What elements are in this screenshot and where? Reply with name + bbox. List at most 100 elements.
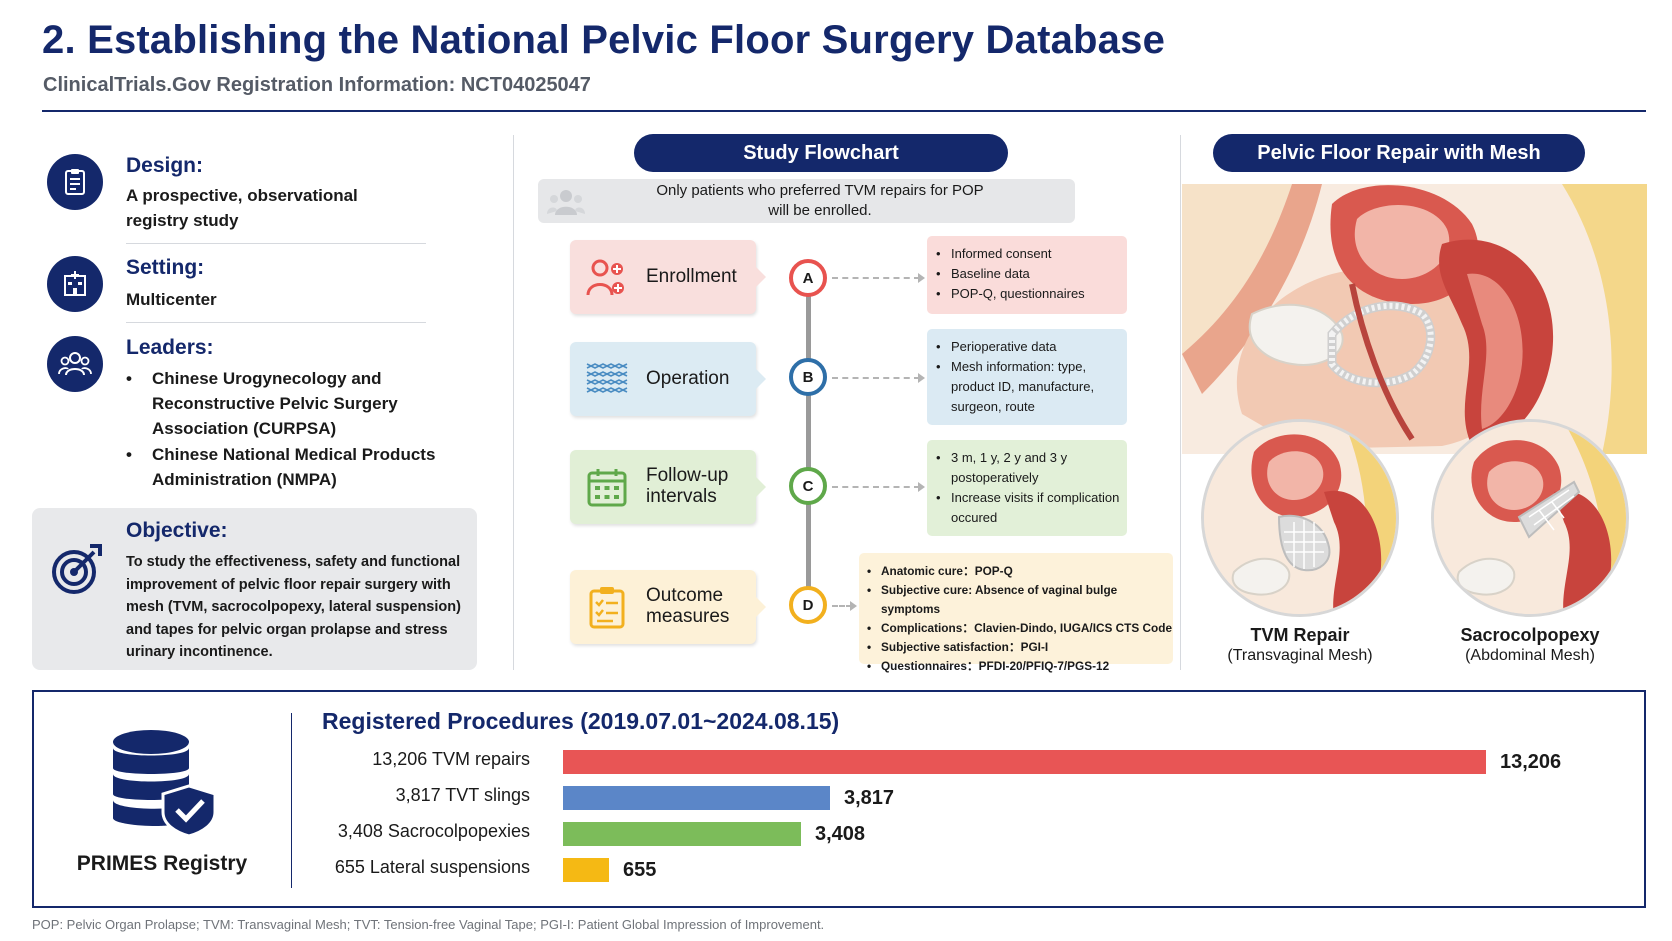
bar-category-label: 13,206 TVM repairs (372, 749, 530, 769)
step-label: Outcome measures (646, 585, 729, 627)
detail-item: Subjective cure: Absence of vaginal bulg… (859, 581, 1173, 619)
dashed-connector (832, 486, 920, 488)
objective-line: urinary incontinence. (126, 644, 273, 661)
people-group-icon (47, 336, 103, 392)
checklist-icon (584, 584, 630, 630)
detail-item: Subjective satisfaction：PGI-I (859, 638, 1173, 657)
detail-item: Complications：Clavien-Dindo, IUGA/ICS CT… (859, 619, 1173, 638)
bar-tvm (563, 750, 1486, 774)
person-add-icon (584, 254, 630, 300)
step-arrow (756, 477, 766, 497)
sacrocolpopexy-caption: Sacrocolpopexy (1460, 625, 1600, 645)
objective-heading: Objective: (126, 519, 228, 542)
registration-info: ClinicalTrials.Gov Registration Informat… (43, 74, 591, 96)
design-text-line2: registry study (126, 211, 239, 230)
leader-line: Chinese National Medical Products (152, 445, 436, 464)
patients-icon (547, 187, 585, 222)
clipboard-icon (47, 154, 103, 210)
detail-item: Increase visits if complication occured (927, 488, 1127, 528)
leader-line: Administration (NMPA) (152, 470, 337, 489)
flowchart-title: Study Flowchart (634, 134, 1008, 172)
tvm-subcaption: (Transvaginal Mesh) (1227, 647, 1373, 664)
setting-text: Multicenter (126, 290, 217, 309)
detail-item: Baseline data (927, 264, 1127, 284)
detail-item: POP-Q, questionnaires (927, 284, 1127, 304)
step-label-line: measures (646, 606, 730, 627)
connector-arrow (918, 273, 925, 283)
step-arrow (756, 597, 766, 617)
detail-line: product ID, manufacture, (951, 379, 1095, 394)
connector-arrow (918, 482, 925, 492)
calendar-icon (584, 464, 630, 510)
detail-line: Mesh information: type, (951, 359, 1087, 374)
note-line: Only patients who preferred TVM repairs … (656, 182, 984, 199)
left-divider (126, 243, 426, 244)
title-divider (42, 110, 1646, 112)
bar-sacrocolpopexy (563, 822, 801, 846)
objective-line: improvement of pelvic floor repair surge… (126, 576, 451, 593)
bar-tvt (563, 786, 830, 810)
footnote: POP: Pelvic Organ Prolapse; TVM: Transva… (32, 917, 825, 932)
step-outcome: Outcome measures (570, 570, 756, 644)
outcome-details: Anatomic cure：POP-Q Subjective cure: Abs… (859, 553, 1173, 676)
node-a: A (789, 259, 827, 297)
bar-category-label: 3,817 TVT slings (395, 785, 530, 805)
connector-arrow (850, 601, 857, 611)
detail-item: Mesh information: type, product ID, manuf… (927, 357, 1127, 417)
detail-item: 3 m, 1 y, 2 y and 3 y postoperatively (927, 448, 1127, 488)
bar-value-label: 655 (623, 859, 657, 881)
node-d: D (789, 586, 827, 624)
step-arrow (756, 267, 766, 287)
setting-heading: Setting: (126, 256, 205, 279)
detail-item: Anatomic cure：POP-Q (859, 562, 1173, 581)
bar-value-label: 13,206 (1500, 751, 1562, 773)
operation-details: Perioperative data Mesh information: typ… (927, 329, 1127, 425)
step-label: Enrollment (646, 266, 737, 287)
leader-line: Reconstructive Pelvic Surgery (152, 394, 398, 413)
dashed-connector (832, 277, 920, 279)
objective-text: To study the effectiveness, safety and f… (126, 551, 466, 664)
leader-line: Chinese Urogynecology and (152, 369, 382, 388)
detail-line: Increase visits if complication (951, 490, 1120, 505)
detail-item: Informed consent (927, 244, 1127, 264)
database-shield-icon (111, 728, 219, 841)
bar-lateral-suspension (563, 858, 609, 882)
node-c: C (789, 467, 827, 505)
registry-divider (291, 713, 292, 888)
step-label-line: Outcome (646, 585, 724, 606)
detail-line: postoperatively (951, 470, 1039, 485)
step-follow-up: Follow-up intervals (570, 450, 756, 524)
sacrocolpopexy-illustration (1431, 419, 1629, 617)
hospital-icon (47, 256, 103, 312)
step-arrow (756, 369, 766, 389)
step-label: Follow-up intervals (646, 465, 728, 507)
bar-value-label: 3,817 (844, 787, 895, 809)
step-enrollment: Enrollment (570, 240, 756, 314)
note-line: will be enrolled. (768, 202, 872, 219)
design-text-line1: A prospective, observational (126, 186, 358, 205)
registry-panel (32, 690, 1646, 908)
design-heading: Design: (126, 154, 204, 177)
left-divider (126, 322, 426, 323)
step-label-line: intervals (646, 486, 717, 507)
tvm-illustration (1201, 419, 1399, 617)
objective-line: mesh (TVM, sacrocolpopexy, lateral suspe… (126, 599, 461, 616)
leaders-heading: Leaders: (126, 336, 214, 359)
detail-line: surgeon, route (951, 399, 1035, 414)
detail-line: occured (951, 510, 998, 525)
follow-up-details: 3 m, 1 y, 2 y and 3 y postoperatively Inc… (927, 440, 1127, 536)
column-divider (1180, 135, 1181, 670)
leader-line: Association (CURPSA) (152, 419, 337, 438)
leaders-list: Chinese Urogynecology and Reconstructive… (126, 366, 446, 493)
bar-category-label: 655 Lateral suspensions (334, 857, 530, 877)
detail-line: 3 m, 1 y, 2 y and 3 y (951, 450, 1068, 465)
objective-line: To study the effectiveness, safety and f… (126, 554, 461, 570)
mesh-title: Pelvic Floor Repair with Mesh (1213, 134, 1585, 172)
node-b: B (789, 358, 827, 396)
detail-item: Questionnaires：PFDI-20/PFIQ-7/PGS-12 (859, 657, 1173, 676)
tvm-caption: TVM Repair (1250, 625, 1350, 645)
column-divider (513, 135, 514, 670)
procedures-title: Registered Procedures (2019.07.01~2024.0… (322, 708, 840, 734)
enrollment-details: Informed consent Baseline data POP-Q, qu… (927, 236, 1127, 314)
bar-category-label: 3,408 Sacrocolpopexies (337, 821, 530, 841)
